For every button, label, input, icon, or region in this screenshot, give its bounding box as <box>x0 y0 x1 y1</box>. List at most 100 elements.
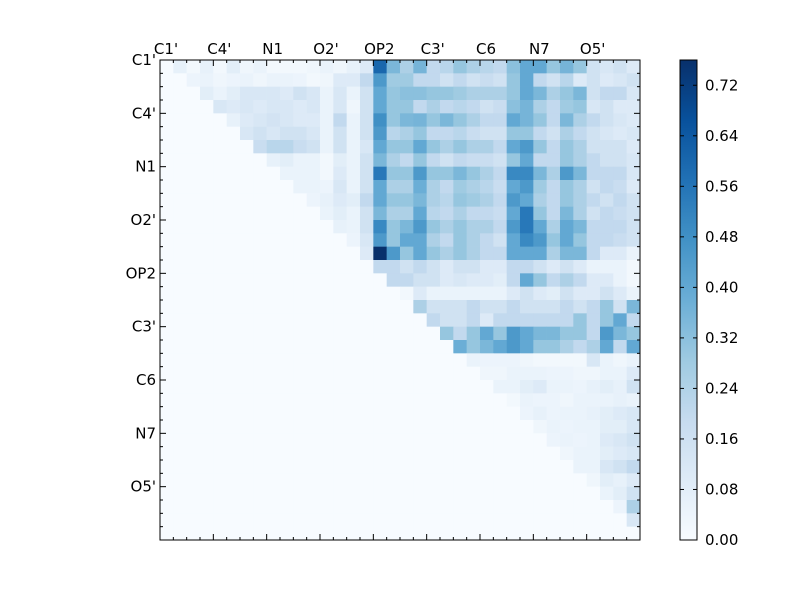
heatmap-cell <box>586 393 601 407</box>
heatmap-cell <box>266 86 281 101</box>
heatmap-cell <box>280 233 294 247</box>
heatmap-cell <box>586 260 601 274</box>
heatmap-cell <box>186 340 201 354</box>
heatmap-cell <box>266 260 281 274</box>
heatmap-cell <box>293 140 307 154</box>
heatmap-cell <box>173 486 187 501</box>
heatmap-cell <box>440 140 454 154</box>
heatmap-cell <box>400 100 414 114</box>
heatmap-cell <box>546 206 561 221</box>
heatmap-cell <box>400 300 414 314</box>
heatmap-cell <box>253 473 267 487</box>
heatmap-cell <box>600 300 614 314</box>
heatmap-cell <box>320 500 334 514</box>
heatmap-cell <box>333 313 347 327</box>
heatmap-cell <box>280 300 294 314</box>
heatmap-cell <box>266 353 281 367</box>
heatmap-cell <box>600 100 614 114</box>
heatmap-cell <box>480 140 494 154</box>
heatmap-cell <box>253 406 267 421</box>
heatmap-cell <box>280 380 294 394</box>
heatmap-cell <box>200 326 214 341</box>
heatmap-cell <box>226 193 241 207</box>
heatmap-cell <box>426 473 441 487</box>
heatmap-cell <box>280 166 294 181</box>
heatmap-cell <box>266 433 281 447</box>
heatmap-cell <box>506 193 521 207</box>
heatmap-cell <box>466 406 481 421</box>
heatmap-cell <box>186 500 201 514</box>
heatmap-cell <box>280 366 294 381</box>
heatmap-cell <box>320 126 334 141</box>
heatmap-cell <box>293 420 307 434</box>
heatmap-cell <box>186 60 201 74</box>
heatmap-cell <box>240 473 254 487</box>
heatmap-cell <box>440 206 454 221</box>
heatmap-cell <box>280 60 294 74</box>
heatmap-cell <box>546 380 561 394</box>
heatmap-cell <box>253 300 267 314</box>
heatmap-cell <box>266 340 281 354</box>
heatmap-cell <box>600 313 614 327</box>
heatmap-cell <box>613 180 627 194</box>
heatmap-cell <box>373 353 387 367</box>
heatmap-cell <box>493 380 507 394</box>
heatmap-cell <box>613 193 627 207</box>
heatmap-cell <box>600 473 614 487</box>
heatmap-cell <box>586 193 601 207</box>
heatmap-cell <box>240 193 254 207</box>
heatmap-cell <box>293 313 307 327</box>
heatmap-cell <box>453 100 467 114</box>
heatmap-cell <box>266 166 281 181</box>
heatmap-cell <box>506 273 521 287</box>
heatmap-cell <box>253 353 267 367</box>
heatmap-cell <box>533 140 547 154</box>
x-tick-label: N1 <box>262 40 283 58</box>
heatmap-cell <box>493 273 507 287</box>
heatmap-cell <box>240 73 254 87</box>
heatmap-cell <box>586 500 601 514</box>
heatmap-cell <box>213 206 227 221</box>
heatmap-cell <box>213 60 227 74</box>
heatmap-cell <box>320 513 334 527</box>
heatmap-cell <box>520 406 534 421</box>
heatmap-cell <box>560 260 574 274</box>
heatmap-cell <box>533 60 547 74</box>
heatmap-cell <box>480 433 494 447</box>
heatmap-cell <box>213 473 227 487</box>
heatmap-cell <box>440 233 454 247</box>
heatmap-cell <box>280 126 294 141</box>
heatmap-cell <box>573 140 587 154</box>
colorbar-tick-label: 0.00 <box>705 531 738 549</box>
heatmap-cell <box>453 366 467 381</box>
heatmap-cell <box>240 60 254 74</box>
heatmap-cell <box>520 60 534 74</box>
heatmap-cell <box>200 353 214 367</box>
heatmap-cell <box>573 286 587 301</box>
heatmap-cell <box>400 326 414 341</box>
heatmap-cell <box>240 366 254 381</box>
heatmap-cell <box>373 380 387 394</box>
heatmap-cell <box>573 206 587 221</box>
heatmap-cell <box>453 113 467 127</box>
heatmap-cell <box>240 406 254 421</box>
heatmap-cell <box>160 393 174 407</box>
heatmap-cell <box>173 140 187 154</box>
heatmap-cell <box>466 433 481 447</box>
heatmap-cell <box>533 113 547 127</box>
heatmap-cell <box>453 220 467 234</box>
heatmap-cell <box>320 300 334 314</box>
heatmap-cell <box>426 420 441 434</box>
heatmap-cell <box>346 486 361 501</box>
heatmap-cell <box>346 180 361 194</box>
heatmap-cell <box>333 500 347 514</box>
heatmap-cell <box>480 513 494 527</box>
heatmap-cell <box>386 393 401 407</box>
heatmap-cell <box>466 233 481 247</box>
heatmap-cell <box>306 140 321 154</box>
heatmap-cell <box>346 313 361 327</box>
heatmap-cell <box>360 246 374 261</box>
heatmap-cell <box>426 460 441 474</box>
heatmap-cell <box>386 73 401 87</box>
heatmap-cell <box>493 473 507 487</box>
